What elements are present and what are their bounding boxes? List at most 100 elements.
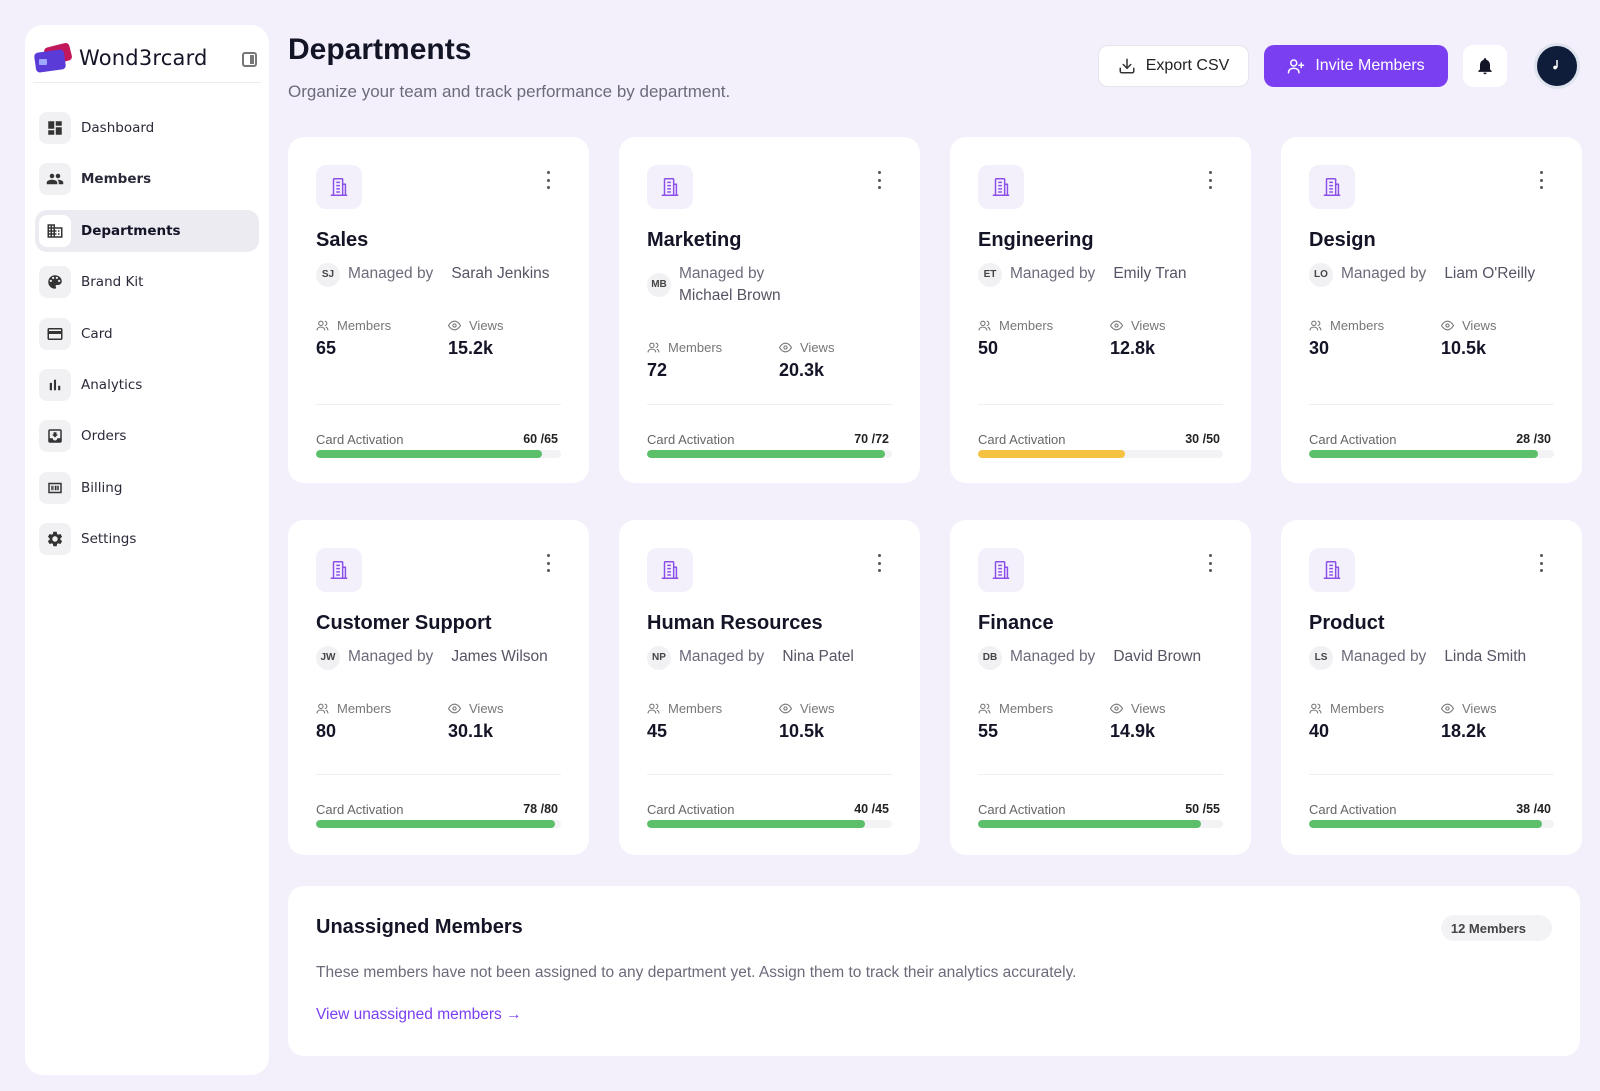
views-stat-label: Views — [448, 318, 503, 333]
department-card[interactable]: Finance DB Managed by David Brown Members Vie… — [950, 520, 1251, 855]
manager-name[interactable]: David Brown — [1113, 648, 1202, 665]
manager-initials-avatar: NP — [647, 646, 671, 670]
sidebar-item-card[interactable]: Card — [35, 313, 259, 355]
members-stat-label: Members — [1309, 318, 1384, 333]
sidebar-item-departments[interactable]: Departments — [35, 209, 259, 252]
building-icon — [1323, 178, 1341, 196]
card-activation-label: Card Activation — [316, 432, 404, 447]
department-card[interactable]: Design LO Managed by Liam O'Reilly Members Vi… — [1281, 137, 1582, 483]
building-icon — [330, 178, 348, 196]
manager-initials-avatar: SJ — [316, 263, 340, 287]
members-stat-label: Members — [647, 701, 722, 716]
more-options-icon[interactable] — [1538, 554, 1544, 572]
more-options-icon[interactable] — [1207, 171, 1213, 189]
dashboard-icon — [39, 112, 71, 144]
activation-progress-fill — [316, 450, 543, 458]
members-stat-label: Members — [647, 340, 722, 355]
views-count: 10.5k — [1441, 338, 1487, 358]
sidebar-item-label: Billing — [81, 479, 123, 496]
more-options-icon[interactable] — [876, 554, 882, 572]
card-activation-label: Card Activation — [1309, 802, 1397, 817]
download-icon — [1119, 58, 1135, 74]
activation-progress-fill — [647, 450, 886, 458]
sidebar-item-members[interactable]: Members — [35, 158, 259, 200]
card-activation-count: 78 /80 — [523, 802, 558, 816]
managed-by-label: Managed by — [1010, 265, 1096, 282]
eye-icon — [448, 320, 461, 331]
activation-progress-bar — [1309, 450, 1554, 458]
more-options-icon[interactable] — [545, 554, 551, 572]
activation-progress-fill — [1309, 450, 1538, 458]
manager-name[interactable]: Liam O'Reilly — [1444, 265, 1536, 282]
department-card[interactable]: Product LS Managed by Linda Smith Members Vie… — [1281, 520, 1582, 855]
sidebar-item-orders[interactable]: Orders — [35, 415, 259, 457]
view-unassigned-link[interactable]: View unassigned members → — [316, 1006, 522, 1023]
more-options-icon[interactable] — [545, 171, 551, 189]
card-activation-label: Card Activation — [647, 432, 735, 447]
card-divider — [647, 774, 892, 775]
more-options-icon[interactable] — [876, 171, 882, 189]
card-divider — [647, 404, 892, 405]
manager-name[interactable]: Michael Brown — [679, 287, 781, 304]
more-options-icon[interactable] — [1538, 171, 1544, 189]
members-stat-label: Members — [978, 701, 1053, 716]
members-stat-label: Members — [1309, 701, 1384, 716]
sidebar-item-billing[interactable]: Billing — [35, 467, 259, 509]
invite-members-button[interactable]: Invite Members — [1264, 45, 1448, 87]
members-count: 80 — [316, 721, 337, 741]
building-icon — [661, 561, 679, 579]
department-icon — [647, 548, 693, 592]
manager-name[interactable]: Linda Smith — [1444, 648, 1527, 665]
manager-initials-avatar: JW — [316, 646, 340, 670]
user-plus-icon — [1288, 59, 1305, 74]
activation-progress-bar — [316, 820, 561, 828]
unassigned-title: Unassigned Members — [316, 916, 523, 938]
departments-icon — [39, 214, 71, 247]
sidebar-item-settings[interactable]: Settings — [35, 518, 259, 560]
department-name: Finance — [978, 612, 1054, 634]
export-csv-button[interactable]: Export CSV — [1098, 45, 1249, 87]
department-card[interactable]: Engineering ET Managed by Emily Tran Members… — [950, 137, 1251, 483]
sidebar-collapse-icon[interactable] — [242, 52, 257, 67]
manager-name[interactable]: Nina Patel — [782, 648, 854, 665]
users-icon — [978, 320, 991, 331]
manager-name[interactable]: James Wilson — [451, 648, 548, 665]
manager-name[interactable]: Sarah Jenkins — [451, 265, 550, 282]
manager-initials-avatar: DB — [978, 646, 1002, 670]
department-card[interactable]: Human Resources NP Managed by Nina Patel Mem… — [619, 520, 920, 855]
unassigned-description: These members have not been assigned to … — [316, 964, 1077, 981]
card-activation-label: Card Activation — [978, 802, 1066, 817]
notifications-button[interactable] — [1463, 45, 1507, 87]
activation-progress-bar — [978, 820, 1223, 828]
unassigned-count-badge: 12 Members — [1440, 915, 1552, 941]
department-icon — [978, 165, 1024, 209]
department-name: Marketing — [647, 229, 742, 251]
manager-name[interactable]: Emily Tran — [1113, 265, 1187, 282]
building-icon — [992, 561, 1010, 579]
users-icon — [1309, 703, 1322, 714]
department-card[interactable]: Customer Support JW Managed by James Wilson… — [288, 520, 589, 855]
users-icon — [316, 703, 329, 714]
page-title: Departments — [288, 33, 472, 66]
sidebar-item-label: Members — [81, 171, 152, 188]
orders-icon — [39, 420, 71, 453]
sidebar-item-label: Settings — [81, 531, 137, 548]
managed-by-label: Managed by — [1341, 265, 1427, 282]
card-divider — [1309, 404, 1554, 405]
department-card[interactable]: Marketing MB Managed by Michael Brown Member… — [619, 137, 920, 483]
eye-icon — [1110, 320, 1123, 331]
sidebar-item-brand-kit[interactable]: Brand Kit — [35, 261, 259, 303]
users-icon — [316, 320, 329, 331]
card-activation-count: 70 /72 — [854, 432, 889, 446]
members-stat-label: Members — [978, 318, 1053, 333]
sidebar-item-analytics[interactable]: Analytics — [35, 364, 259, 406]
department-icon — [316, 548, 362, 592]
sidebar-item-dashboard[interactable]: Dashboard — [35, 107, 259, 149]
card-activation-label: Card Activation — [316, 802, 404, 817]
user-avatar[interactable] — [1534, 43, 1580, 89]
members-icon — [39, 163, 71, 196]
department-manager: SJ Managed by Sarah Jenkins — [316, 263, 569, 287]
department-card[interactable]: Sales SJ Managed by Sarah Jenkins Members Vie… — [288, 137, 589, 483]
activation-progress-fill — [647, 820, 865, 828]
more-options-icon[interactable] — [1207, 554, 1213, 572]
